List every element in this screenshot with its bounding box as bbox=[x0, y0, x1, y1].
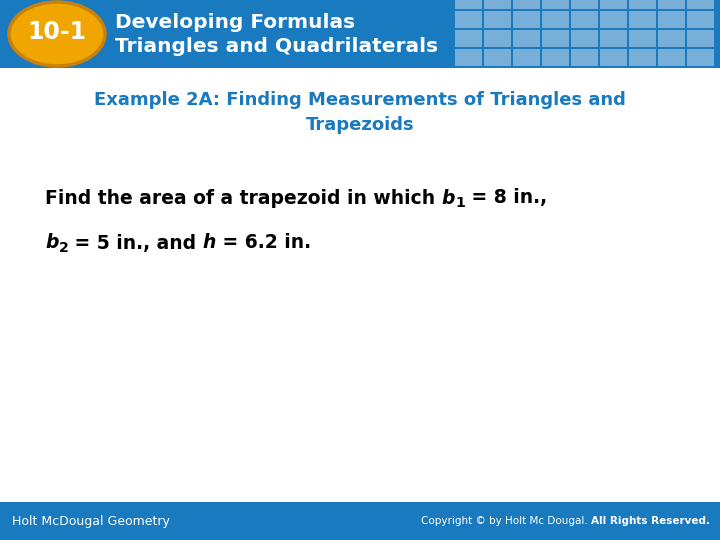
Text: = 6.2 in.: = 6.2 in. bbox=[216, 233, 311, 253]
Bar bbox=[455, 0, 482, 9]
Text: All Rights Reserved.: All Rights Reserved. bbox=[591, 516, 710, 526]
Bar bbox=[542, 49, 569, 66]
Text: 1: 1 bbox=[455, 196, 465, 210]
Bar bbox=[571, 0, 598, 9]
Bar bbox=[542, 0, 569, 9]
Text: 2: 2 bbox=[58, 241, 68, 255]
Bar bbox=[484, 30, 511, 47]
Bar bbox=[687, 11, 714, 28]
Bar bbox=[484, 0, 511, 9]
Bar bbox=[629, 30, 656, 47]
Bar bbox=[658, 11, 685, 28]
Bar bbox=[658, 30, 685, 47]
Bar bbox=[484, 11, 511, 28]
Bar bbox=[513, 0, 540, 9]
Bar bbox=[455, 11, 482, 28]
Bar bbox=[629, 11, 656, 28]
Text: Example 2A: Finding Measurements of Triangles and: Example 2A: Finding Measurements of Tria… bbox=[94, 91, 626, 109]
Text: = 8 in.,: = 8 in., bbox=[465, 188, 547, 207]
Bar bbox=[600, 49, 627, 66]
Text: b: b bbox=[441, 188, 455, 207]
Text: h: h bbox=[203, 233, 216, 253]
Text: = 5 in., and: = 5 in., and bbox=[68, 233, 203, 253]
Text: Holt McDougal Geometry: Holt McDougal Geometry bbox=[12, 515, 170, 528]
Bar bbox=[629, 49, 656, 66]
Bar bbox=[687, 30, 714, 47]
Bar bbox=[0, 502, 720, 540]
Bar bbox=[542, 11, 569, 28]
Bar bbox=[455, 49, 482, 66]
Bar bbox=[513, 11, 540, 28]
Bar bbox=[542, 30, 569, 47]
Ellipse shape bbox=[9, 2, 105, 66]
Text: Trapezoids: Trapezoids bbox=[306, 116, 414, 134]
Bar bbox=[513, 30, 540, 47]
Bar bbox=[571, 30, 598, 47]
Bar bbox=[658, 49, 685, 66]
Text: Find the area of a trapezoid in which: Find the area of a trapezoid in which bbox=[45, 188, 441, 207]
Bar bbox=[484, 49, 511, 66]
Bar bbox=[600, 30, 627, 47]
Bar bbox=[658, 0, 685, 9]
Bar bbox=[687, 0, 714, 9]
Bar bbox=[600, 0, 627, 9]
Bar bbox=[571, 49, 598, 66]
Bar bbox=[687, 49, 714, 66]
Text: Triangles and Quadrilaterals: Triangles and Quadrilaterals bbox=[115, 37, 438, 57]
Bar bbox=[629, 0, 656, 9]
Bar bbox=[600, 11, 627, 28]
Bar bbox=[455, 30, 482, 47]
Bar bbox=[571, 11, 598, 28]
Bar bbox=[0, 0, 720, 68]
Text: b: b bbox=[45, 233, 58, 253]
Text: Copyright © by Holt Mc Dougal.: Copyright © by Holt Mc Dougal. bbox=[421, 516, 591, 526]
Bar bbox=[513, 49, 540, 66]
Text: 10-1: 10-1 bbox=[27, 20, 86, 44]
Text: Developing Formulas: Developing Formulas bbox=[115, 14, 355, 32]
